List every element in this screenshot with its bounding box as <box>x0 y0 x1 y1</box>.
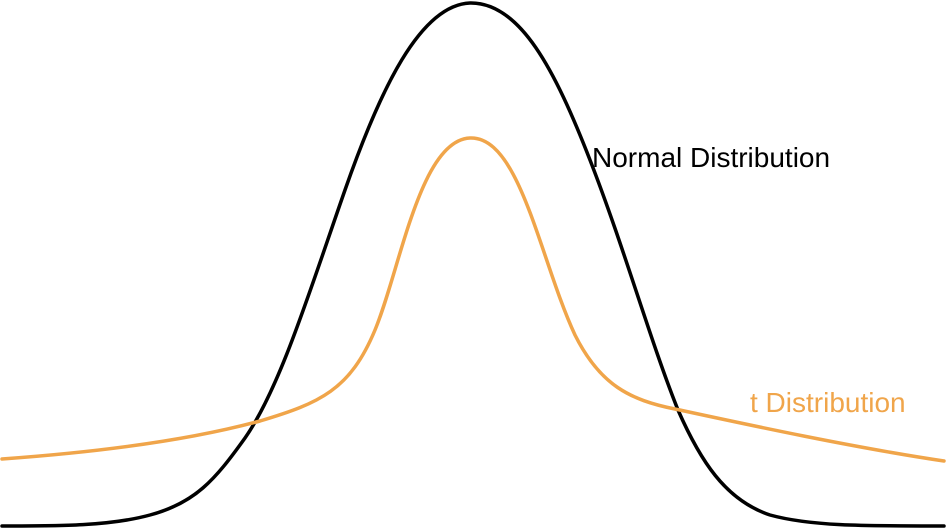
normal-distribution-label: Normal Distribution <box>592 142 830 173</box>
t-distribution-label: t Distribution <box>750 387 906 418</box>
t-distribution-curve <box>0 136 946 463</box>
